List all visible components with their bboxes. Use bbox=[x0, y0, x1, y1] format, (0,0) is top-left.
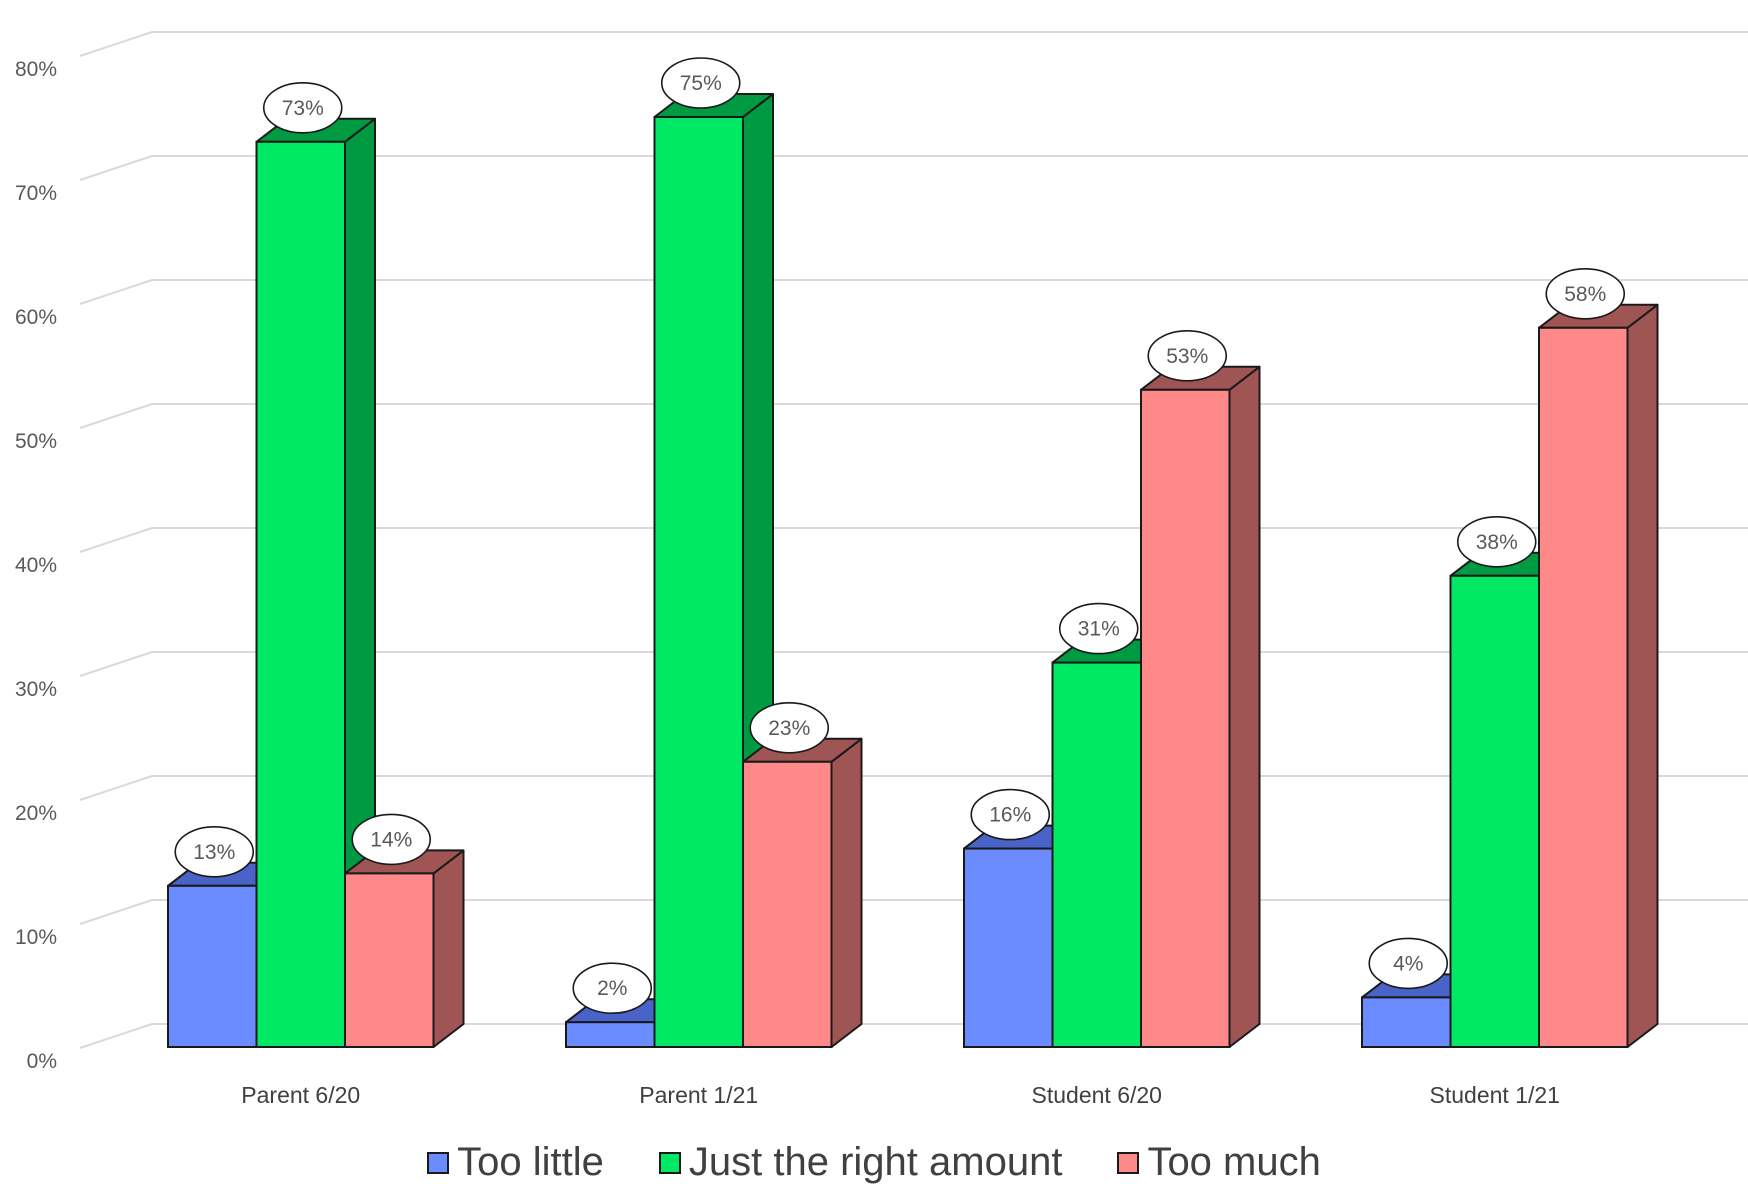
data-label-text: 31% bbox=[1078, 618, 1120, 641]
y-tick-label: 60% bbox=[15, 306, 57, 329]
data-label-bubble bbox=[1368, 937, 1449, 990]
bar-too-much-parent-1-21[interactable] bbox=[742, 737, 863, 1048]
y-tick-label: 50% bbox=[15, 430, 57, 453]
bar-side-face bbox=[1626, 303, 1659, 1048]
legend-swatch-too-much bbox=[1117, 1151, 1140, 1174]
bar-just-the-right-amount-parent-6-20[interactable] bbox=[255, 117, 376, 1049]
data-label-text: 4% bbox=[1393, 952, 1423, 975]
bar-too-much-parent-6-20[interactable] bbox=[344, 849, 465, 1049]
bar-front-face bbox=[963, 847, 1054, 1048]
y-tick-label: 70% bbox=[15, 182, 57, 205]
y-tick-label: 20% bbox=[15, 802, 57, 825]
data-label-bubble bbox=[174, 825, 255, 878]
data-label-too-much-parent-1-21: 23% bbox=[749, 701, 830, 754]
data-label-too-little-parent-1-21: 2% bbox=[572, 962, 653, 1015]
data-label-just-the-right-amount-student-1-21: 38% bbox=[1456, 515, 1537, 568]
bar-front-face bbox=[1140, 388, 1231, 1048]
bars-layer bbox=[167, 93, 1659, 1049]
data-label-too-little-student-1-21: 4% bbox=[1368, 937, 1449, 990]
data-label-text: 73% bbox=[282, 97, 324, 120]
y-tick-label: 30% bbox=[15, 678, 57, 701]
x-tick-label: Parent 6/20 bbox=[241, 1082, 360, 1108]
data-label-too-much-parent-6-20: 14% bbox=[351, 813, 432, 866]
bar-front-face bbox=[565, 1021, 656, 1049]
bar-too-much-student-6-20[interactable] bbox=[1140, 365, 1261, 1048]
bar-side-face bbox=[830, 737, 863, 1048]
data-label-text: 38% bbox=[1476, 531, 1518, 554]
gridline bbox=[79, 279, 1748, 305]
x-tick-label: Parent 1/21 bbox=[639, 1082, 758, 1108]
data-label-bubble bbox=[351, 813, 432, 866]
bar-front-face bbox=[1538, 326, 1629, 1048]
legend-swatch-just-right bbox=[658, 1151, 681, 1174]
x-tick-label: Student 6/20 bbox=[1032, 1082, 1162, 1108]
bar-side-face bbox=[1228, 365, 1261, 1048]
y-tick-label: 10% bbox=[15, 926, 57, 949]
data-label-too-little-parent-6-20: 13% bbox=[174, 825, 255, 878]
bar-front-face bbox=[742, 760, 833, 1048]
legend-item-too-little[interactable]: Too little bbox=[427, 1140, 604, 1185]
legend: Too little Just the right amount Too muc… bbox=[0, 1140, 1748, 1185]
bar-front-face bbox=[1051, 661, 1142, 1048]
legend-label-too-little: Too little bbox=[457, 1140, 604, 1184]
data-label-too-much-student-6-20: 53% bbox=[1147, 329, 1228, 382]
bar-front-face bbox=[1449, 574, 1540, 1048]
data-label-text: 14% bbox=[370, 828, 412, 851]
data-label-bubble bbox=[970, 788, 1051, 841]
bar-front-face bbox=[255, 140, 346, 1049]
grid-layer: 0% 10% 20% 30% 40% 50% 60% 70% 80% bbox=[15, 31, 1748, 1073]
gridline bbox=[79, 155, 1748, 181]
data-label-text: 13% bbox=[193, 841, 235, 864]
bar-front-face bbox=[653, 116, 744, 1048]
data-label-text: 2% bbox=[597, 977, 627, 1000]
bar-chart-3d: 0%10%20%30%40%50%60%70%80% Parent 6/20 Pa… bbox=[15, 31, 1748, 1108]
data-label-bubble bbox=[1058, 602, 1139, 655]
legend-swatch-too-little bbox=[427, 1151, 450, 1174]
bar-side-face bbox=[432, 849, 465, 1048]
x-tick-label: Student 1/21 bbox=[1430, 1082, 1560, 1108]
data-label-too-little-student-6-20: 16% bbox=[970, 788, 1051, 841]
data-label-text: 75% bbox=[680, 72, 722, 95]
data-label-too-much-student-1-21: 58% bbox=[1545, 267, 1626, 320]
y-tick-label: 80% bbox=[15, 58, 57, 81]
data-label-bubble bbox=[1545, 267, 1626, 320]
gridline bbox=[79, 31, 1748, 57]
y-tick-label: 0% bbox=[27, 1050, 57, 1073]
data-label-text: 53% bbox=[1166, 345, 1208, 368]
legend-label-too-much: Too much bbox=[1147, 1140, 1321, 1184]
data-label-bubble bbox=[749, 701, 830, 754]
bar-front-face bbox=[344, 872, 435, 1049]
data-label-text: 23% bbox=[768, 717, 810, 740]
data-label-text: 16% bbox=[989, 804, 1031, 827]
legend-item-just-right[interactable]: Just the right amount bbox=[658, 1140, 1063, 1185]
data-label-bubble bbox=[1147, 329, 1228, 382]
data-label-bubble bbox=[572, 962, 653, 1015]
legend-item-too-much[interactable]: Too much bbox=[1117, 1140, 1321, 1185]
data-label-bubble bbox=[660, 57, 741, 109]
data-label-just-the-right-amount-parent-1-21: 75% bbox=[660, 57, 741, 109]
data-label-bubble bbox=[262, 82, 343, 134]
y-tick-label: 40% bbox=[15, 554, 57, 577]
bar-front-face bbox=[167, 884, 258, 1048]
legend-label-just-right: Just the right amount bbox=[688, 1140, 1063, 1184]
bar-front-face bbox=[1361, 996, 1452, 1049]
data-label-just-the-right-amount-student-6-20: 31% bbox=[1058, 602, 1139, 655]
data-label-text: 58% bbox=[1564, 283, 1606, 306]
data-label-bubble bbox=[1456, 515, 1537, 568]
bar-too-much-student-1-21[interactable] bbox=[1538, 303, 1659, 1048]
data-label-just-the-right-amount-parent-6-20: 73% bbox=[262, 82, 343, 134]
labels-layer: Parent 6/20 Parent 1/21 Student 6/20 Studen… bbox=[174, 57, 1626, 1108]
